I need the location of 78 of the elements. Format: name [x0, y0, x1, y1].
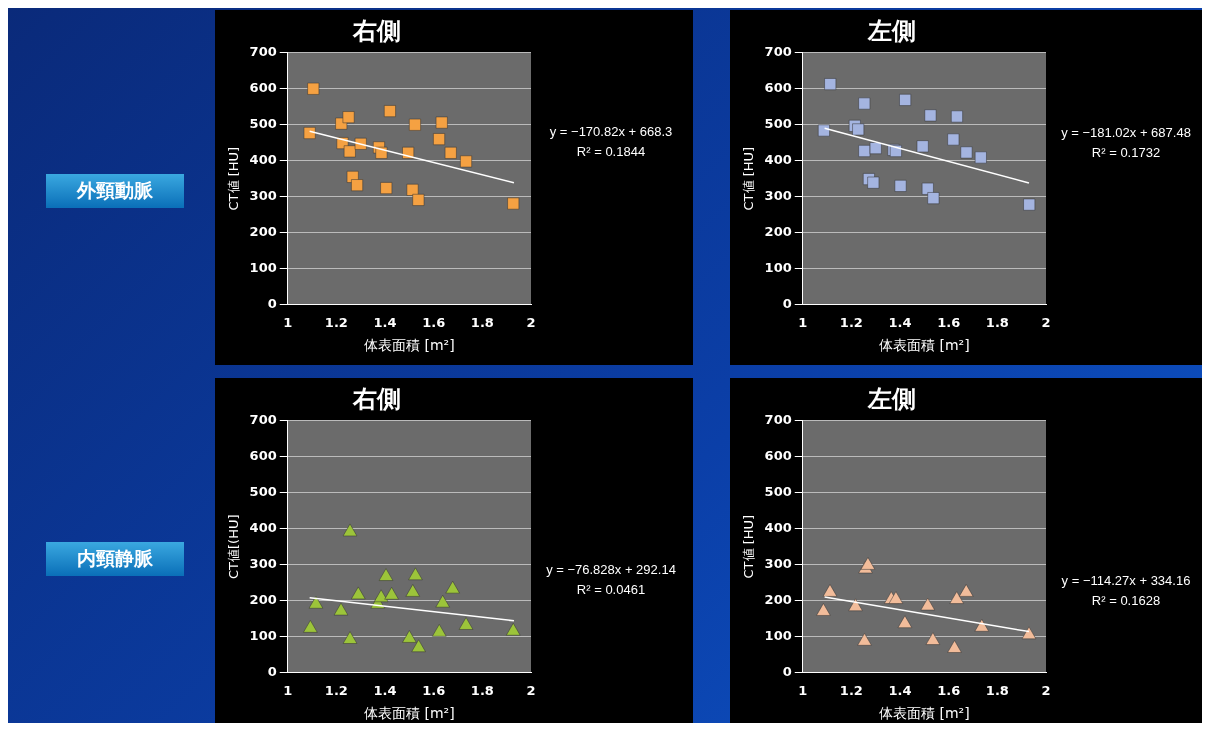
y-tick-label: 700	[764, 44, 792, 60]
y-tick-label: 600	[249, 80, 277, 96]
chart-title: 右側	[352, 384, 401, 413]
y-tick-label: 500	[764, 116, 792, 132]
text: R² = 0.0461	[576, 582, 646, 598]
y-tick-label: 300	[249, 556, 277, 572]
x-axis-title: 体表面積 [m²]	[879, 337, 970, 354]
y-tick-label: 600	[764, 448, 792, 464]
x-tick-label: 1.6	[937, 682, 961, 698]
x-tick-label: 1	[283, 682, 293, 698]
x-tick-label: 1.2	[839, 682, 863, 698]
text: 外頸動脈	[46, 174, 184, 208]
y-tick-label: 100	[764, 260, 792, 275]
x-tick-label: 1.8	[985, 682, 1009, 698]
x-tick-label: 2	[526, 682, 536, 698]
text: y = −76.828x + 292.14	[546, 562, 676, 578]
x-tick-label: 1.4	[888, 682, 912, 698]
x-axis-title: 体表面積 [m²]	[879, 705, 970, 722]
x-tick-label: 2	[1041, 314, 1051, 330]
x-tick-label: 1.2	[839, 314, 863, 330]
x-tick-label: 1	[798, 682, 808, 698]
y-axis-title: CT値[(HU]	[226, 514, 242, 579]
text: 内頸静脈	[46, 542, 184, 576]
y-tick-label: 400	[249, 520, 277, 536]
y-tick-label: 300	[249, 188, 277, 204]
y-tick-label: 200	[764, 592, 792, 608]
x-axis-title: 体表面積 [m²]	[364, 705, 455, 722]
x-tick-label: 2	[526, 314, 536, 330]
text: R² = 0.1732	[1091, 144, 1161, 160]
y-tick-label: 0	[267, 295, 277, 311]
y-tick-label: 400	[249, 152, 277, 168]
y-axis-title: CT値 [HU]	[741, 514, 757, 579]
text: y = −114.27x + 334.16	[1061, 573, 1191, 589]
y-tick-label: 500	[764, 484, 792, 500]
y-tick-label: 0	[267, 663, 277, 679]
text: y = −170.82x + 668.3	[549, 124, 673, 140]
y-tick-label: 400	[764, 520, 792, 536]
text: R² = 0.1844	[576, 144, 646, 160]
chart-title: 左側	[867, 16, 916, 45]
y-tick-label: 200	[249, 592, 277, 608]
y-tick-label: 400	[764, 152, 792, 168]
x-tick-label: 1.6	[937, 314, 961, 330]
x-tick-label: 1.4	[373, 314, 397, 330]
y-axis-title: CT値 [HU]	[226, 146, 242, 211]
y-axis-title: CT値 [HU]	[741, 146, 757, 211]
x-tick-label: 1.6	[422, 314, 446, 330]
x-tick-label: 1.8	[985, 314, 1009, 330]
x-tick-label: 2	[1041, 682, 1051, 698]
y-tick-label: 500	[249, 484, 277, 500]
y-tick-label: 700	[249, 44, 277, 60]
y-tick-label: 700	[249, 412, 277, 428]
chart-title: 左側	[867, 384, 916, 413]
y-tick-label: 100	[764, 628, 792, 643]
x-tick-label: 1.2	[324, 682, 348, 698]
x-tick-label: 1.8	[470, 682, 494, 698]
y-tick-label: 200	[764, 224, 792, 240]
x-tick-label: 1.8	[470, 314, 494, 330]
y-tick-label: 600	[249, 448, 277, 464]
x-tick-label: 1	[798, 314, 808, 330]
y-tick-label: 200	[249, 224, 277, 240]
y-tick-label: 300	[764, 556, 792, 572]
x-tick-label: 1.4	[888, 314, 912, 330]
y-tick-label: 500	[249, 116, 277, 132]
chart-title: 右側	[352, 16, 401, 45]
x-tick-label: 1	[283, 314, 293, 330]
text: y = −181.02x + 687.48	[1061, 124, 1191, 140]
x-tick-label: 1.4	[373, 682, 397, 698]
text: R² = 0.1628	[1091, 593, 1161, 609]
y-tick-label: 300	[764, 188, 792, 204]
y-tick-label: 0	[782, 663, 792, 679]
x-tick-label: 1.2	[324, 314, 348, 330]
y-tick-label: 100	[249, 260, 277, 275]
x-tick-label: 1.6	[422, 682, 446, 698]
y-tick-label: 600	[764, 80, 792, 96]
y-tick-label: 700	[764, 412, 792, 428]
y-tick-label: 100	[249, 628, 277, 643]
y-tick-label: 0	[782, 295, 792, 311]
x-axis-title: 体表面積 [m²]	[364, 337, 455, 354]
